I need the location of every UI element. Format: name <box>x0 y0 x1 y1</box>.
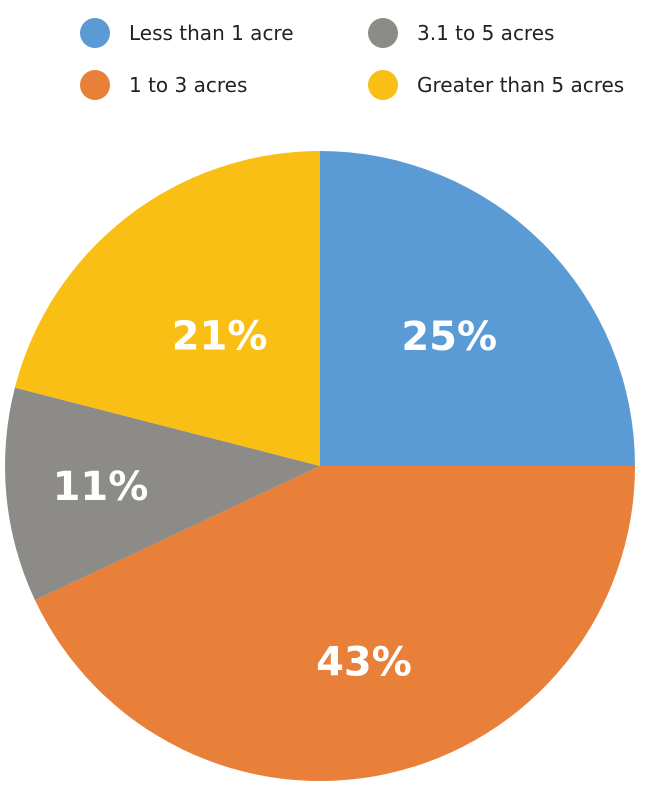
legend-label: 3.1 to 5 acres <box>417 21 555 45</box>
legend-item-1-to-3-acres: 1 to 3 acres <box>80 68 247 102</box>
legend-label: 1 to 3 acres <box>129 73 248 97</box>
slice-label-less-than-1-acre: 25% <box>401 314 497 360</box>
chart-legend: Less than 1 acre 1 to 3 acres 3.1 to 5 a… <box>0 0 660 120</box>
legend-swatch <box>80 70 110 100</box>
slice-3-1-to-5-acres <box>4 387 321 601</box>
legend-swatch <box>80 18 110 48</box>
legend-label: Less than 1 acre <box>129 21 294 45</box>
slice-label-1-to-3-acres: 43% <box>316 640 412 686</box>
slice-label-greater-than-5-acres: 21% <box>172 314 268 360</box>
slice-1-to-3-acres <box>34 466 635 781</box>
slice-less-than-1-acre <box>320 151 635 466</box>
legend-swatch <box>368 70 398 100</box>
legend-item-less-than-1-acre: Less than 1 acre <box>80 16 294 50</box>
legend-item-3-1-to-5-acres: 3.1 to 5 acres <box>368 16 554 50</box>
legend-item-greater-than-5-acres: Greater than 5 acres <box>368 68 624 102</box>
legend-swatch <box>368 18 398 48</box>
slice-greater-than-5-acres <box>14 151 321 466</box>
slice-label-3-1-to-5-acres: 11% <box>53 464 149 510</box>
legend-label: Greater than 5 acres <box>417 73 625 97</box>
